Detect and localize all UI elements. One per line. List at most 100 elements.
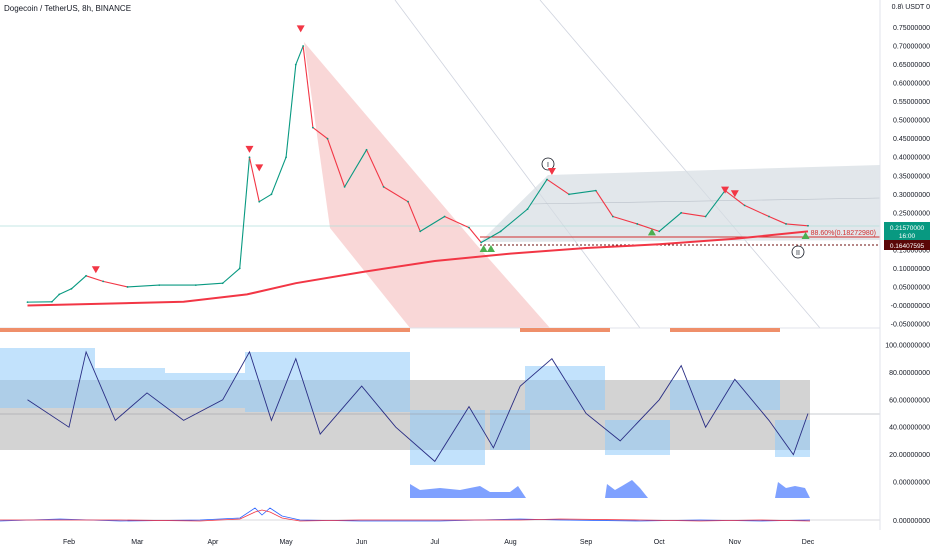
histogram-pane [410, 480, 810, 498]
price-segment [344, 149, 368, 188]
price-point [194, 284, 197, 286]
heat-band [520, 328, 610, 332]
sell-marker [547, 168, 556, 176]
price-point [58, 293, 61, 296]
price-segment [270, 157, 287, 195]
oscillator-pane [0, 348, 880, 465]
pivot-marker [541, 157, 555, 171]
range-zone [480, 165, 880, 242]
price-segment [595, 190, 614, 217]
price-segment [51, 293, 60, 303]
last-price-value: 0.21570000 [890, 225, 925, 232]
osc-zone [775, 420, 810, 457]
price-point [302, 45, 305, 47]
price-segment [85, 275, 104, 282]
price-segment [500, 208, 528, 232]
buy-marker [801, 232, 810, 240]
last-price-tag-bg [884, 222, 930, 241]
sell-marker [730, 190, 739, 198]
month-label: Sep [580, 539, 593, 546]
month-label: Nov [729, 539, 742, 546]
price-segment [419, 216, 445, 232]
price-segment [612, 216, 638, 225]
osc-tick-label: 100.00000000 [885, 343, 930, 350]
price-tick-label: 0.65000000 [893, 62, 930, 69]
price-tick-label: 0.45000000 [893, 136, 930, 143]
price-point [768, 215, 770, 218]
price-point [343, 185, 346, 188]
macd-pane [0, 507, 880, 522]
histogram-area [605, 480, 648, 498]
price-segment [295, 45, 304, 65]
month-label: Oct [654, 539, 665, 546]
support-value: 0.16407595 [890, 243, 925, 250]
macd-tick-label: 0.00000000 [893, 518, 930, 525]
price-tick-labels: 0.75000000 0.70000000 0.65000000 0.60000000… [891, 25, 930, 328]
histogram-area [410, 484, 526, 498]
signal-line [0, 509, 811, 522]
price-tick-label: 0.35000000 [893, 173, 930, 180]
price-point [468, 226, 470, 229]
price-segment [366, 149, 385, 188]
month-label: Jun [356, 539, 367, 546]
price-pane: 88.60%(0.18272980) I II [0, 0, 881, 329]
sell-marker [255, 164, 264, 172]
price-segment [705, 190, 726, 217]
price-segment [637, 223, 660, 232]
sell-marker [91, 266, 100, 274]
osc-tick-labels: 100.00000000 80.00000000 60.00000000 40.000… [885, 343, 930, 487]
price-point [311, 126, 314, 129]
price-point [51, 300, 53, 303]
price-segment [71, 275, 87, 290]
osc-zone [0, 348, 95, 408]
price-point [221, 282, 224, 285]
price-point [326, 137, 329, 140]
price-tick-label: 0.05000000 [893, 284, 930, 291]
price-point [807, 224, 809, 227]
sell-marker [245, 145, 254, 153]
heat-band [670, 328, 780, 332]
price-series-layer [26, 45, 809, 304]
pivot-label: II [796, 250, 800, 257]
price-point [238, 267, 241, 270]
price-tick-label: 0.50000000 [893, 118, 930, 125]
month-label: Mar [131, 539, 144, 546]
heat-band [0, 328, 410, 332]
price-segment [527, 179, 548, 210]
price-point [285, 156, 287, 159]
channel-line [394, 0, 641, 329]
price-segment [480, 230, 501, 243]
osc-tick-label: 0.00000000 [893, 480, 930, 487]
osc-zone [245, 352, 410, 412]
osc-zone [525, 366, 605, 410]
price-point [526, 208, 529, 211]
price-point [658, 230, 661, 233]
price-point [126, 286, 129, 288]
sell-marker [296, 25, 305, 33]
pivot-label: I [547, 162, 549, 169]
time-axis: Feb Mar Apr May Jun Jul Aug Sep Oct Nov Dec [63, 539, 815, 546]
price-segment [327, 138, 346, 188]
price-point [85, 274, 87, 277]
price-segment [658, 212, 682, 232]
price-point [594, 189, 597, 192]
price-tick-label: 0.70000000 [893, 44, 930, 51]
price-segment [127, 284, 160, 288]
buy-marker [479, 245, 488, 253]
price-segment [383, 186, 409, 203]
buy-marker [486, 245, 495, 253]
osc-zone [410, 410, 485, 465]
price-segment [681, 212, 706, 218]
countdown-value: 16:00 [899, 233, 916, 240]
price-segment [744, 204, 770, 218]
price-point [568, 193, 570, 196]
price-point [158, 284, 161, 286]
macd-line [0, 507, 811, 522]
moving-average-layer [27, 230, 809, 307]
signal-marker-layer [91, 25, 810, 274]
price-segment [248, 157, 260, 202]
fib-zone [304, 42, 550, 328]
price-point [248, 156, 251, 159]
price-point [270, 193, 273, 196]
